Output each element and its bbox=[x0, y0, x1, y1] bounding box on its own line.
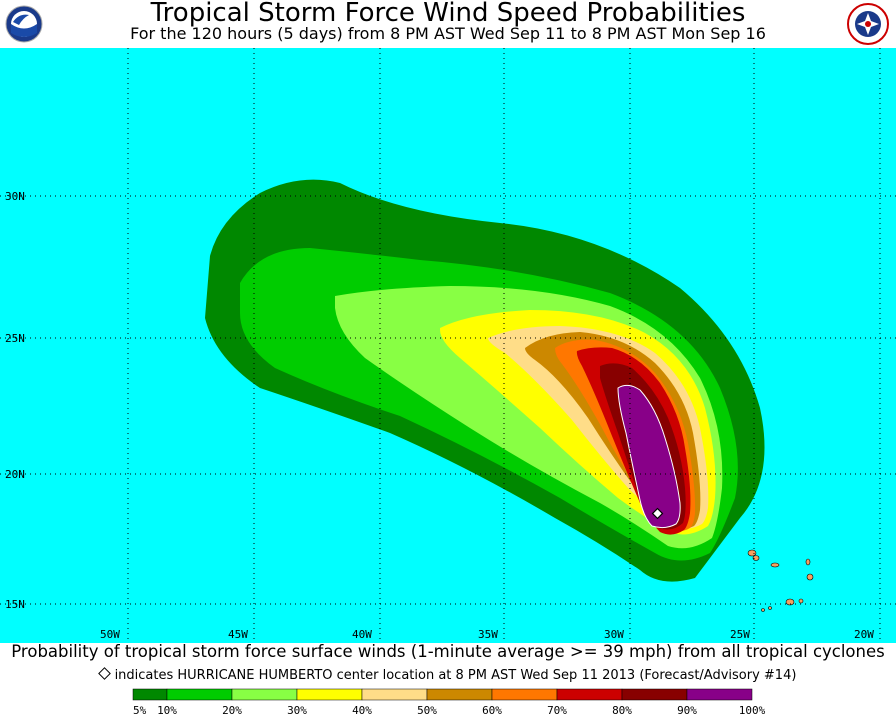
legend-swatch bbox=[621, 688, 688, 701]
legend-label: 100% bbox=[739, 704, 766, 716]
diamond-icon bbox=[97, 667, 111, 680]
prob-band-90 bbox=[618, 385, 681, 528]
legend-swatch bbox=[132, 688, 168, 701]
legend-swatch bbox=[686, 688, 753, 701]
legend-label: 10% bbox=[157, 704, 177, 716]
lat-label: 15N bbox=[5, 598, 25, 611]
legend-label: 90% bbox=[677, 704, 697, 716]
legend-swatch bbox=[491, 688, 558, 701]
lon-label: 50W bbox=[100, 628, 120, 641]
nws-logo bbox=[847, 3, 889, 45]
page-title: Tropical Storm Force Wind Speed Probabil… bbox=[150, 0, 746, 28]
islands bbox=[747, 549, 814, 612]
page-subtitle: For the 120 hours (5 days) from 8 PM AST… bbox=[130, 24, 766, 43]
lon-label: 35W bbox=[478, 628, 498, 641]
legend-swatch bbox=[361, 688, 428, 701]
storm-note-text: indicates HURRICANE HUMBERTO center loca… bbox=[114, 668, 797, 683]
legend-label: 40% bbox=[352, 704, 372, 716]
legend-swatch bbox=[166, 688, 233, 701]
map-caption: Probability of tropical storm force surf… bbox=[11, 642, 885, 661]
lat-label: 25N bbox=[5, 332, 25, 345]
legend-label: 80% bbox=[612, 704, 632, 716]
legend-label: 5% bbox=[133, 704, 147, 716]
legend-swatch bbox=[231, 688, 298, 701]
storm-note: indicates HURRICANE HUMBERTO center loca… bbox=[0, 667, 896, 683]
lon-label: 20W bbox=[854, 628, 874, 641]
core-outline bbox=[617, 384, 681, 529]
storm-center-marker bbox=[651, 507, 664, 520]
lon-label: 25W bbox=[730, 628, 750, 641]
header: Tropical Storm Force Wind Speed Probabil… bbox=[0, 0, 896, 48]
legend-swatch bbox=[556, 688, 623, 701]
legend-swatch bbox=[296, 688, 363, 701]
lon-label: 40W bbox=[352, 628, 372, 641]
probability-legend: 5% 10% 20% 30% 40% 50% 60% 70% 80% 90% 100% bbox=[132, 688, 766, 716]
legend-label: 70% bbox=[547, 704, 567, 716]
lat-label: 20N bbox=[5, 468, 25, 481]
lat-label: 30N bbox=[5, 190, 25, 203]
noaa-logo bbox=[5, 5, 43, 43]
legend-label: 50% bbox=[417, 704, 437, 716]
legend-label: 30% bbox=[287, 704, 307, 716]
legend-label: 20% bbox=[222, 704, 242, 716]
graticule bbox=[0, 48, 896, 643]
lon-label: 45W bbox=[228, 628, 248, 641]
lon-label: 30W bbox=[604, 628, 624, 641]
probability-map: 30N 25N 20N 15N 50W 45W 40W 35W 30W 25W … bbox=[0, 48, 896, 643]
legend-label: 60% bbox=[482, 704, 502, 716]
legend-swatch bbox=[426, 688, 493, 701]
